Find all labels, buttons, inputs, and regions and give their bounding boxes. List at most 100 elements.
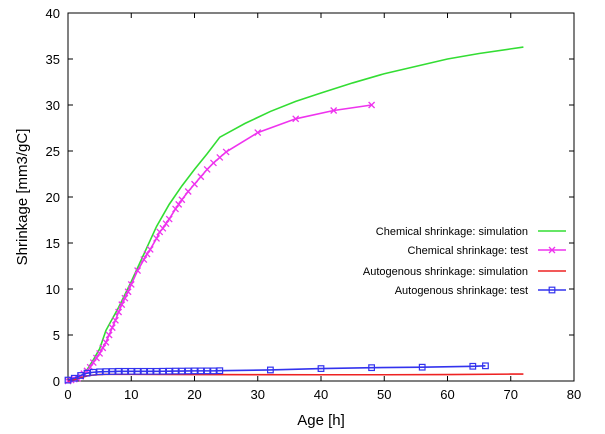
data-point-square-marker xyxy=(83,369,91,377)
x-tick-label: 70 xyxy=(504,387,518,402)
data-point-square-marker xyxy=(368,364,375,372)
data-point-x-marker xyxy=(203,165,211,173)
x-tick-label: 20 xyxy=(187,387,201,402)
data-point-square-marker xyxy=(146,367,154,375)
legend-item: Autogenous shrinkage: simulation xyxy=(363,266,566,278)
data-point-square-marker xyxy=(64,376,72,384)
x-tick-label: 10 xyxy=(124,387,138,402)
series-line xyxy=(67,365,486,381)
data-point-square-marker xyxy=(115,367,123,375)
data-point-square-marker xyxy=(159,367,167,375)
data-point-x-marker xyxy=(105,331,113,339)
data-point-square-marker xyxy=(102,368,110,376)
data-point-square-marker xyxy=(216,367,224,375)
series-layer xyxy=(64,46,524,385)
legend: Chemical shrinkage: simulation Chemical s… xyxy=(363,226,566,297)
data-point-square-marker xyxy=(77,372,85,379)
y-tick-label: 40 xyxy=(46,6,60,21)
data-point-x-marker xyxy=(111,316,119,324)
data-point-square-marker xyxy=(140,367,148,375)
data-point-x-marker xyxy=(96,349,104,357)
data-point-square-marker xyxy=(317,365,325,372)
data-point-x-marker xyxy=(184,188,192,195)
data-point-x-marker xyxy=(330,107,338,114)
data-point-x-marker xyxy=(121,294,129,302)
data-point-x-marker xyxy=(124,288,132,296)
data-point-square-marker xyxy=(96,368,104,376)
data-point-x-marker xyxy=(222,148,230,156)
y-axis-title: Shrinkage [mm3/gC] xyxy=(14,129,31,266)
series-autogenous-shrinkage-test xyxy=(64,362,489,384)
x-tick-label: 30 xyxy=(251,387,265,402)
data-point-square-marker xyxy=(197,367,205,375)
data-point-x-marker xyxy=(140,256,148,264)
x-tick-label: 80 xyxy=(567,387,581,402)
legend-label: Autogenous shrinkage: test xyxy=(395,285,528,297)
data-point-x-marker xyxy=(172,205,179,213)
data-point-x-marker xyxy=(159,224,167,232)
legend-label: Chemical shrinkage: simulation xyxy=(376,226,528,238)
data-point-square-marker xyxy=(267,366,274,374)
data-point-x-marker xyxy=(210,159,217,167)
data-point-x-marker xyxy=(134,267,142,275)
data-point-square-marker xyxy=(70,374,78,382)
x-tick-label: 40 xyxy=(314,387,328,402)
legend-item: Chemical shrinkage: test xyxy=(408,245,566,257)
data-point-x-marker xyxy=(368,101,376,109)
legend-item: Chemical shrinkage: simulation xyxy=(376,226,566,238)
data-point-square-marker xyxy=(134,367,141,375)
x-axis-title: Age [h] xyxy=(297,412,345,429)
data-point-x-marker xyxy=(254,129,262,137)
data-point-x-marker xyxy=(89,359,97,367)
data-point-square-marker xyxy=(89,368,97,376)
data-point-square-marker xyxy=(210,367,217,375)
data-point-x-marker xyxy=(216,153,224,161)
data-point-x-marker xyxy=(178,196,186,204)
data-point-x-marker xyxy=(115,308,123,316)
data-point-x-marker xyxy=(175,200,183,208)
data-point-x-marker xyxy=(93,354,100,362)
data-point-square-marker xyxy=(482,362,489,370)
y-tick-label: 25 xyxy=(46,144,60,159)
x-tick-label: 50 xyxy=(377,387,391,402)
y-axis: 0 5 10 15 20 25 30 35 40 xyxy=(46,6,574,389)
y-tick-label: 5 xyxy=(53,328,60,343)
plot-area xyxy=(67,12,575,382)
data-point-x-marker xyxy=(191,180,198,188)
y-tick-label: 30 xyxy=(46,98,60,113)
data-point-x-marker xyxy=(162,220,170,228)
data-point-x-marker xyxy=(102,338,110,346)
data-point-square-marker xyxy=(165,367,173,375)
data-point-x-marker xyxy=(292,115,300,123)
legend-label: Autogenous shrinkage: simulation xyxy=(363,266,528,278)
data-point-square-marker xyxy=(127,367,135,375)
data-point-square-marker xyxy=(191,367,198,375)
data-point-x-marker xyxy=(146,245,154,253)
legend-square-marker xyxy=(548,286,556,294)
legend-x-marker xyxy=(548,246,556,254)
data-point-x-marker xyxy=(118,301,126,309)
y-tick-label: 35 xyxy=(46,52,60,67)
y-tick-label: 10 xyxy=(46,282,60,297)
x-axis: 0 10 20 30 40 50 60 70 80 xyxy=(64,13,581,402)
legend-label: Chemical shrinkage: test xyxy=(408,245,528,257)
data-point-x-marker xyxy=(99,344,107,352)
y-tick-label: 20 xyxy=(46,190,60,205)
data-point-square-marker xyxy=(172,367,179,375)
data-point-square-marker xyxy=(153,367,160,375)
data-point-x-marker xyxy=(165,215,173,223)
data-point-square-marker xyxy=(184,367,192,375)
data-point-square-marker xyxy=(469,362,477,370)
x-tick-label: 0 xyxy=(64,387,71,402)
data-point-square-marker xyxy=(418,363,426,371)
y-tick-label: 0 xyxy=(53,374,60,389)
data-point-square-marker xyxy=(121,367,129,375)
y-tick-label: 15 xyxy=(46,236,60,251)
data-point-square-marker xyxy=(108,368,116,375)
data-point-x-marker xyxy=(108,324,116,332)
data-point-x-marker xyxy=(197,173,205,181)
x-tick-label: 60 xyxy=(440,387,454,402)
data-point-square-marker xyxy=(178,367,186,375)
data-point-x-marker xyxy=(143,250,151,258)
